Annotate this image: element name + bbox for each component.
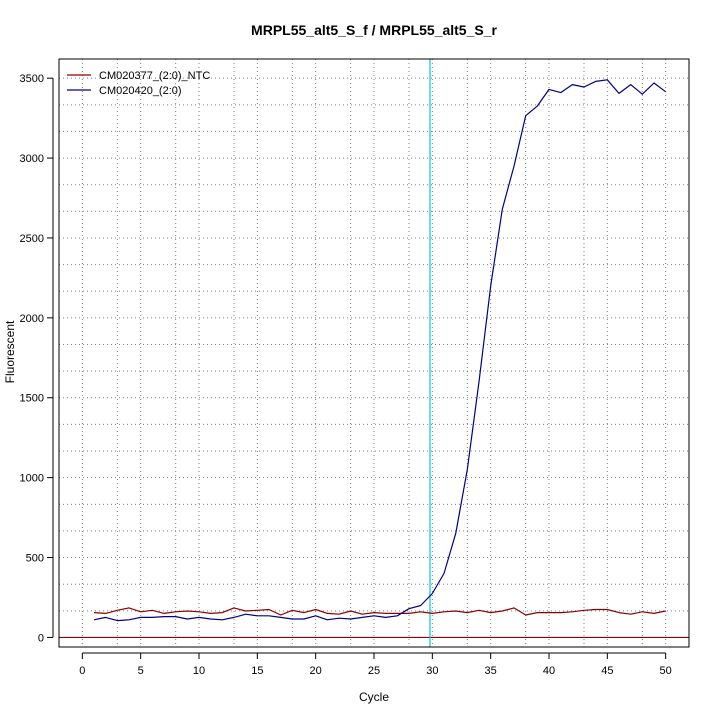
x-tick-label: 35 xyxy=(485,665,497,677)
legend: CM020377_(2:0)_NTC CM020420_(2:0) xyxy=(67,70,210,97)
series-layer xyxy=(93,79,667,622)
legend-label: CM020420_(2:0) xyxy=(99,85,182,97)
x-tick-label: 5 xyxy=(138,665,144,677)
y-tick-label: 2000 xyxy=(20,313,44,325)
x-tick-label: 50 xyxy=(660,665,672,677)
series-line-2 xyxy=(93,79,667,622)
x-tick-label: 15 xyxy=(251,665,263,677)
x-tick-label: 25 xyxy=(368,665,380,677)
y-axis-label: Fluorescent xyxy=(3,320,17,383)
y-tick-label: 1000 xyxy=(20,473,44,485)
x-tick-label: 0 xyxy=(79,665,85,677)
x-tick-label: 30 xyxy=(426,665,438,677)
x-tick-label: 10 xyxy=(193,665,205,677)
series-line-1 xyxy=(93,607,666,616)
x-axis: 0 5 10 15 20 25 30 35 40 45 50 xyxy=(79,652,672,677)
plot-frame xyxy=(58,58,690,648)
y-tick-label: 3500 xyxy=(20,73,44,85)
legend-label: CM020377_(2:0)_NTC xyxy=(99,70,210,82)
chart-title: MRPL55_alt5_S_f / MRPL55_alt5_S_r xyxy=(251,22,497,38)
y-tick-label: 3000 xyxy=(20,153,44,165)
grid xyxy=(59,59,689,647)
y-tick-label: 0 xyxy=(38,632,44,644)
y-tick-label: 1500 xyxy=(20,393,44,405)
y-tick-label: 500 xyxy=(26,553,44,565)
x-tick-label: 45 xyxy=(601,665,613,677)
x-axis-label: Cycle xyxy=(359,690,389,704)
y-tick-label: 2500 xyxy=(20,233,44,245)
reference-lines xyxy=(59,59,689,647)
x-tick-label: 20 xyxy=(310,665,322,677)
y-axis: 0 500 1000 1500 2000 2500 3000 3500 xyxy=(20,73,54,644)
x-tick-label: 40 xyxy=(543,665,555,677)
